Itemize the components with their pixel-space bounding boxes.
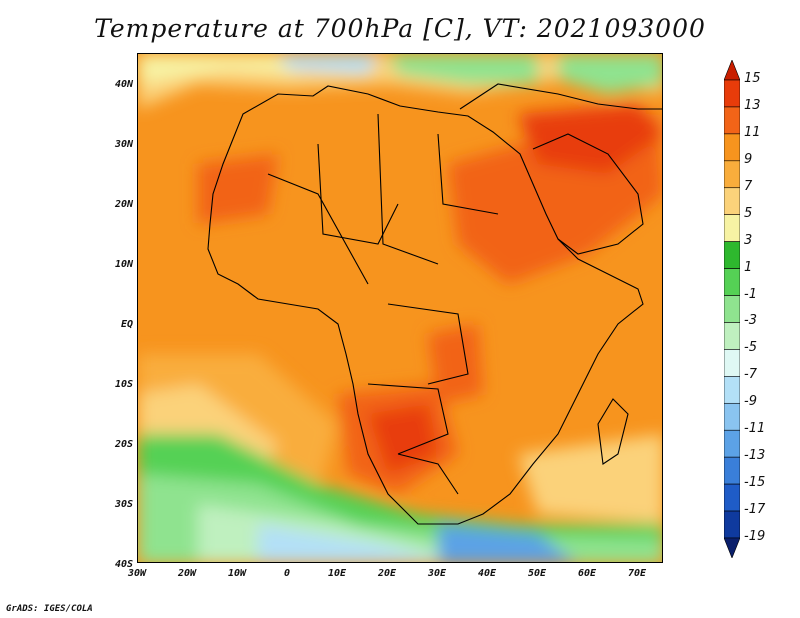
colorbar-swatch: [724, 349, 740, 377]
lat-label: 20N: [114, 199, 133, 210]
temperature-map: [137, 53, 663, 563]
colorbar-label: 7: [744, 178, 753, 194]
colorbar-swatch: [724, 268, 740, 296]
lat-label: 40S: [114, 559, 133, 570]
colorbar-label: 5: [744, 205, 753, 221]
lat-label: 30S: [114, 499, 133, 510]
colorbar-swatch: [724, 160, 740, 189]
lon-label: 10E: [327, 568, 347, 579]
colorbar-label: 11: [744, 124, 761, 140]
colorbar-label: -1: [744, 286, 757, 302]
lat-label: 20S: [114, 439, 133, 450]
colorbar: [724, 60, 740, 558]
colorbar-label: 9: [744, 151, 753, 167]
colorbar-swatch: [724, 133, 740, 162]
colorbar-label: -9: [744, 394, 757, 410]
lat-label: EQ: [120, 319, 133, 330]
lon-label: 20W: [177, 568, 197, 579]
colorbar-swatch: [724, 187, 740, 216]
colorbar-swatch: [724, 106, 740, 135]
colorbar-label: -7: [744, 367, 757, 383]
colorbar-swatch: [724, 456, 740, 485]
colorbar-swatch: [724, 322, 740, 350]
lon-label: 30W: [127, 568, 147, 579]
lon-label: 0: [283, 568, 291, 579]
lon-label: 60E: [577, 568, 597, 579]
lon-label: 40E: [477, 568, 497, 579]
colorbar-swatch: [724, 79, 740, 108]
colorbar-label: -19: [744, 529, 766, 544]
colorbar-label: -17: [744, 502, 766, 518]
colorbar-label: -15: [744, 475, 766, 491]
colorbar-swatch: [724, 429, 740, 458]
colorbar-label: -3: [744, 313, 757, 329]
colorbar-label: 15: [744, 71, 761, 86]
temperature-field: [138, 54, 662, 562]
colorbar-label: -5: [744, 340, 757, 356]
lon-label: 30E: [427, 568, 447, 579]
colorbar-swatch: [724, 60, 740, 81]
lon-label: 10W: [227, 568, 247, 579]
colorbar-label: 13: [744, 97, 761, 113]
lat-label: 10S: [114, 379, 133, 390]
lat-label: 40N: [114, 79, 133, 90]
lat-label: 30N: [114, 139, 133, 150]
map-canvas: [138, 54, 662, 562]
colorbar-label: -11: [744, 421, 766, 437]
credit-text: GrADS: IGES/COLA: [6, 604, 93, 614]
colorbar-swatch: [724, 483, 740, 512]
colorbar-swatch: [724, 295, 740, 323]
colorbar-swatch: [724, 376, 740, 404]
colorbar-label: 1: [744, 259, 753, 275]
lon-label: 20E: [377, 568, 397, 579]
colorbar-swatch: [724, 241, 740, 269]
lat-label: 10N: [114, 259, 133, 270]
colorbar-swatch: [724, 537, 740, 558]
colorbar-swatch: [724, 402, 740, 431]
colorbar-swatch: [724, 510, 740, 539]
lon-label: 50E: [527, 568, 547, 579]
coastlines: [207, 83, 662, 525]
colorbar-swatch: [724, 214, 740, 242]
lon-label: 70E: [627, 568, 647, 579]
colorbar-label: 3: [744, 232, 753, 248]
map-title: Temperature at 700hPa [C], VT: 202109300…: [94, 14, 706, 43]
colorbar-label: -13: [744, 448, 766, 464]
